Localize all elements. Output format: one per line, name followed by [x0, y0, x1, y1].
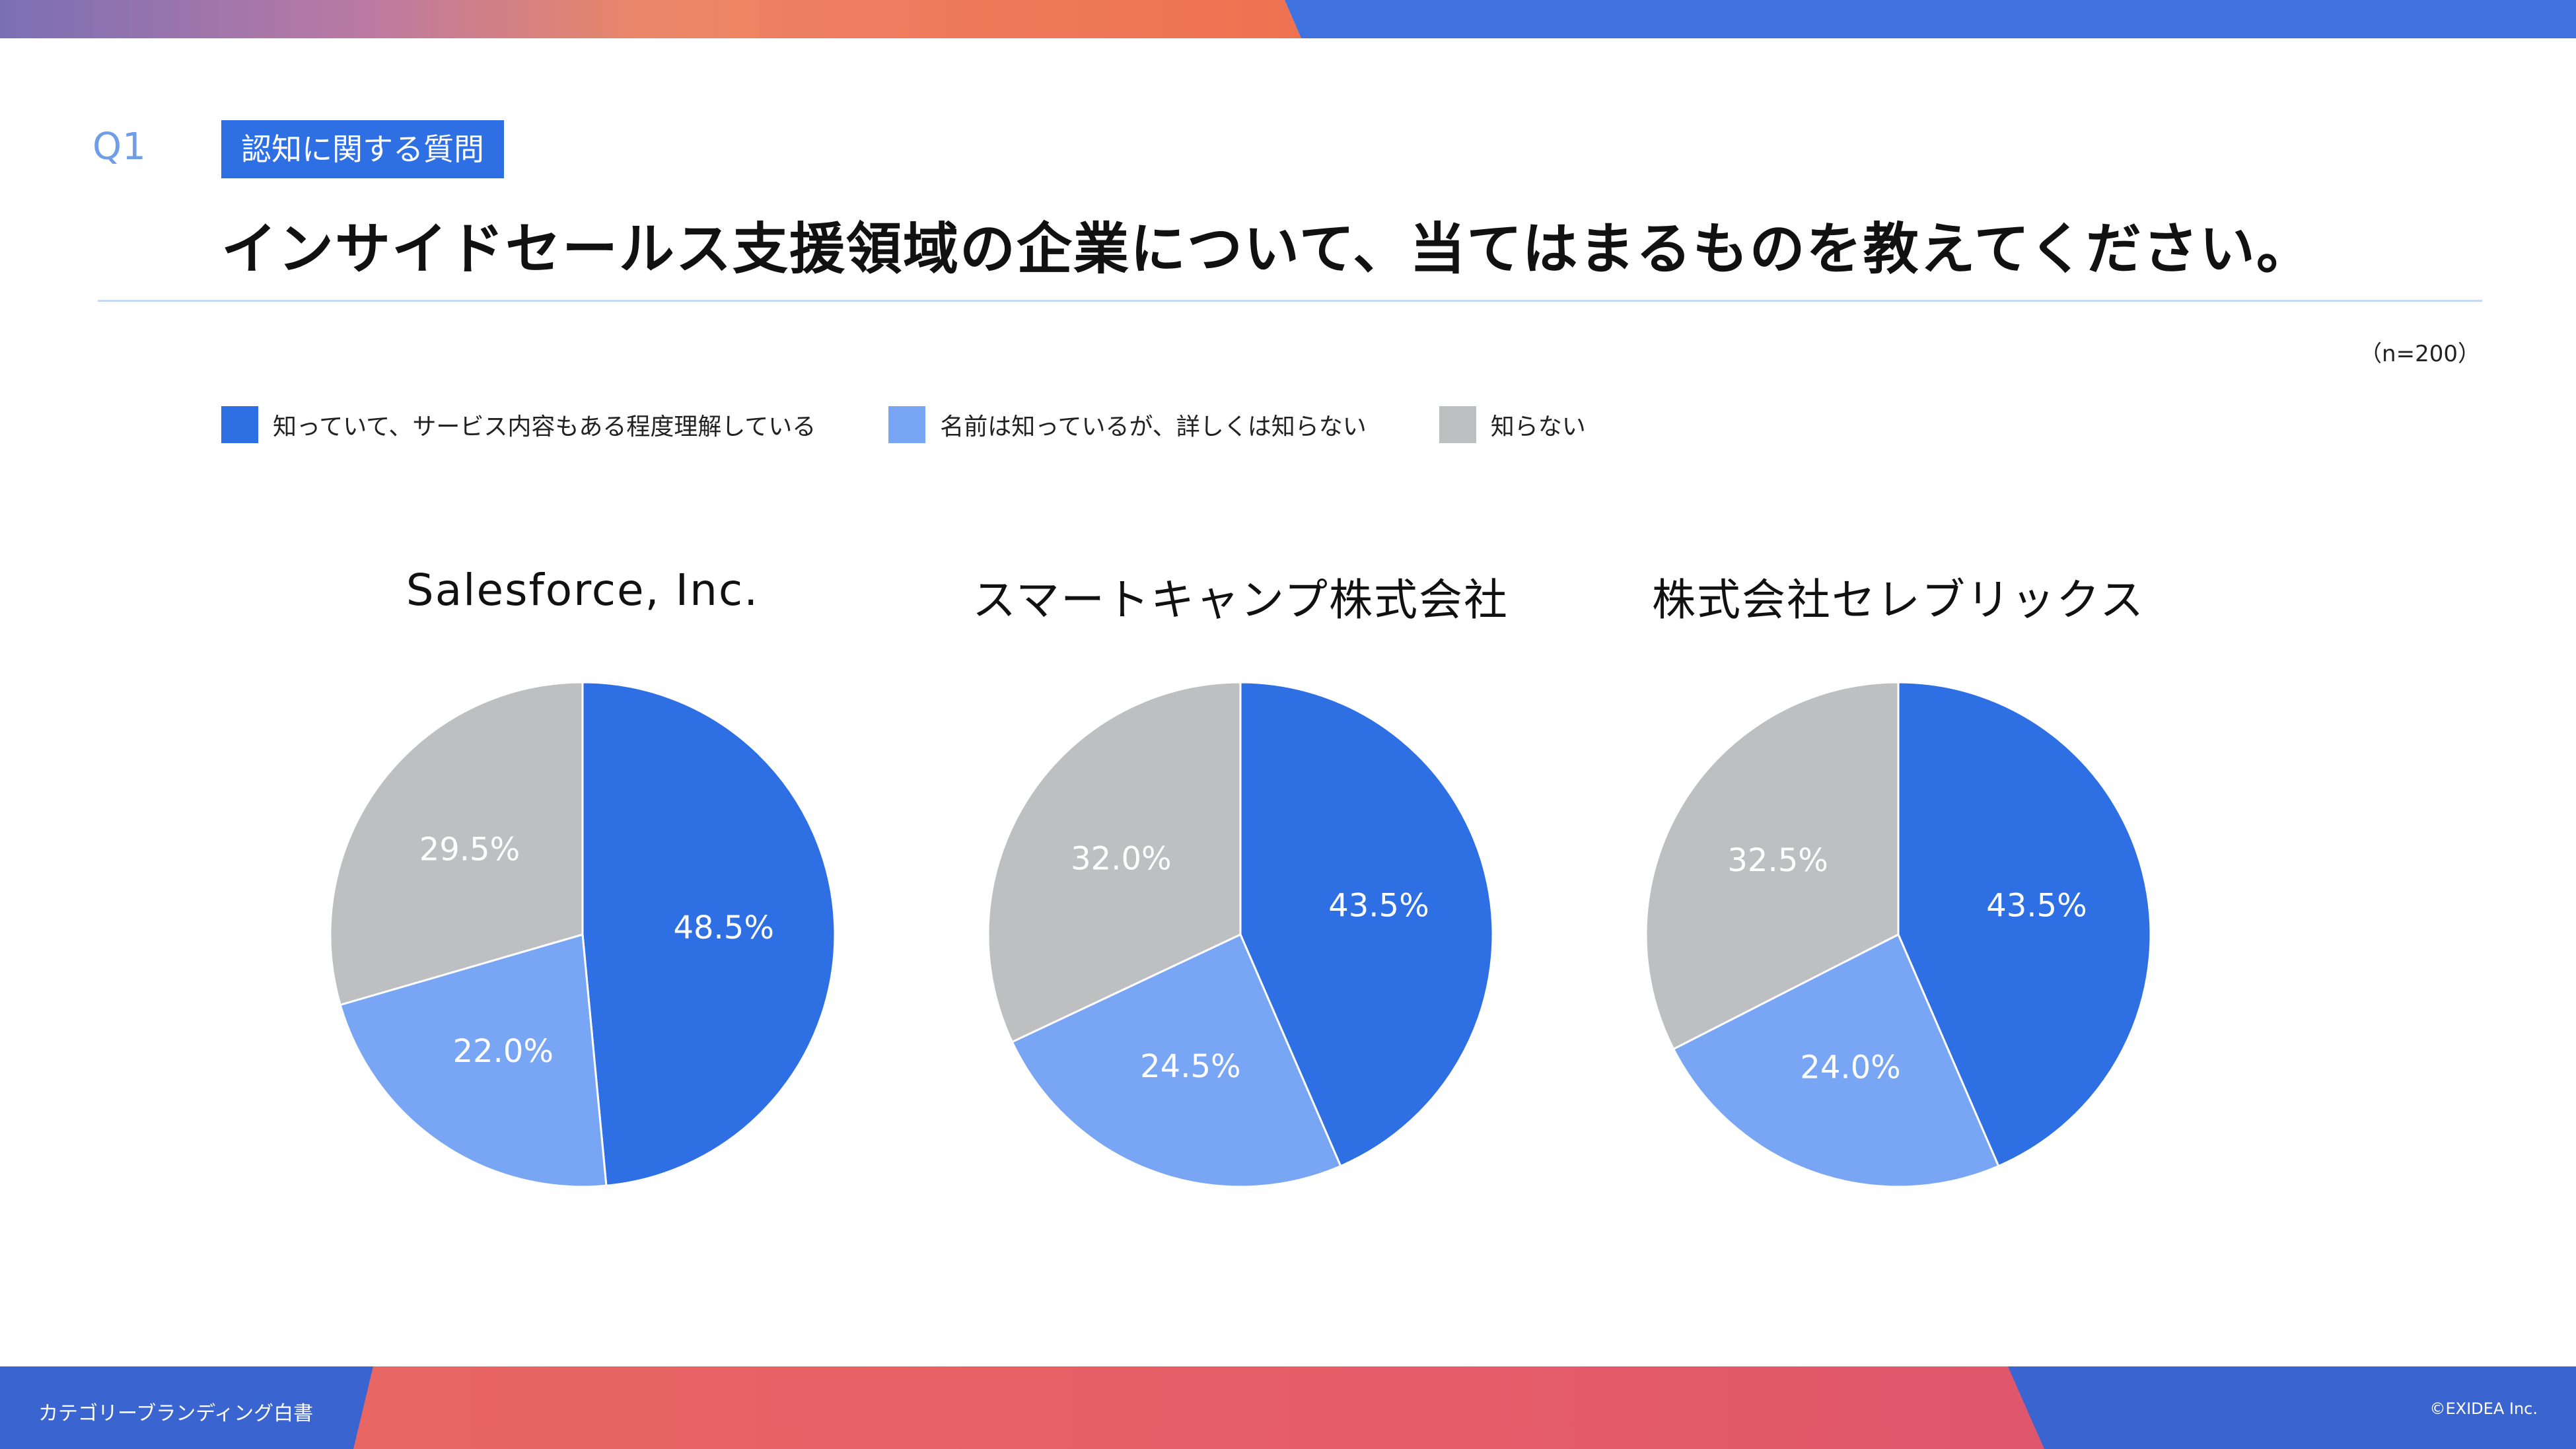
pie-label-understand: 43.5% [1986, 888, 2087, 925]
top-decorative-band [0, 0, 2576, 38]
sample-size: （n=200） [2359, 341, 2480, 367]
bottom-decorative-band [0, 1366, 2576, 1449]
pie-slice-unknown [1645, 681, 1900, 1051]
question-number: Q1 [92, 125, 147, 168]
chart-title-cerebrix: 株式会社セレブリックス [1651, 575, 2145, 625]
pie-label-unknown: 32.5% [1727, 842, 1828, 879]
top-band-left [0, 0, 793, 38]
pie-label-name-only: 24.0% [1800, 1049, 1900, 1086]
chart-title-salesforce: Salesforce, Inc. [406, 565, 760, 616]
legend-label-unknown: 知らない [1490, 413, 1586, 441]
legend-item-name-only: 名前は知っているが、詳しくは知らない [888, 406, 1367, 443]
top-band-right [1285, 0, 2576, 38]
pie-chart-cerebrix: 43.5% 24.0% 32.5% [1645, 681, 2152, 1188]
pie-label-understand: 43.5% [1328, 888, 1429, 925]
chart-legend: 知っていて、サービス内容もある程度理解している 名前は知っているが、詳しくは知ら… [221, 406, 1659, 443]
legend-item-unknown: 知らない [1439, 406, 1586, 443]
pie-chart-salesforce: 48.5% 22.0% 29.5% [329, 681, 836, 1188]
pie-slice-understand [1239, 681, 1494, 1168]
title-divider [98, 300, 2482, 302]
pie-slice-name-only [1672, 933, 2000, 1188]
pie-chart-smartcamp: 43.5% 24.5% 32.0% [987, 681, 1494, 1188]
pie-label-unknown: 29.5% [419, 831, 520, 868]
pie-label-unknown: 32.0% [1071, 840, 1171, 877]
pie-label-name-only: 22.0% [453, 1033, 554, 1070]
legend-label-understand: 知っていて、サービス内容もある程度理解している [273, 413, 816, 441]
pie-slice-understand [581, 681, 836, 1187]
pie-slice-unknown [987, 681, 1242, 1043]
question-title: インサイドセールス支援領域の企業について、当てはまるものを教えてください。 [221, 217, 2313, 281]
chart-title-smartcamp: スマートキャンプ株式会社 [972, 575, 1509, 625]
legend-swatch-understand [221, 406, 258, 443]
legend-label-name-only: 名前は知っているが、詳しくは知らない [940, 413, 1367, 441]
pie-slice-name-only [339, 933, 608, 1188]
footer-copyright: ©EXIDEA Inc. [2429, 1399, 2538, 1418]
top-band-middle [760, 0, 1301, 38]
question-category-tag: 認知に関する質問 [221, 120, 504, 178]
pie-slice-unknown [329, 681, 584, 1007]
legend-item-understand: 知っていて、サービス内容もある程度理解している [221, 406, 816, 443]
pie-slice-understand [1897, 681, 2152, 1168]
footer-publication-title: カテゴリーブランディング白書 [38, 1402, 314, 1425]
bottom-band-middle [353, 1366, 2044, 1449]
legend-swatch-name-only [888, 406, 926, 443]
legend-swatch-unknown [1439, 406, 1476, 443]
pie-label-name-only: 24.5% [1140, 1048, 1240, 1085]
pie-label-understand: 48.5% [673, 909, 773, 946]
pie-slice-name-only [1011, 933, 1342, 1188]
